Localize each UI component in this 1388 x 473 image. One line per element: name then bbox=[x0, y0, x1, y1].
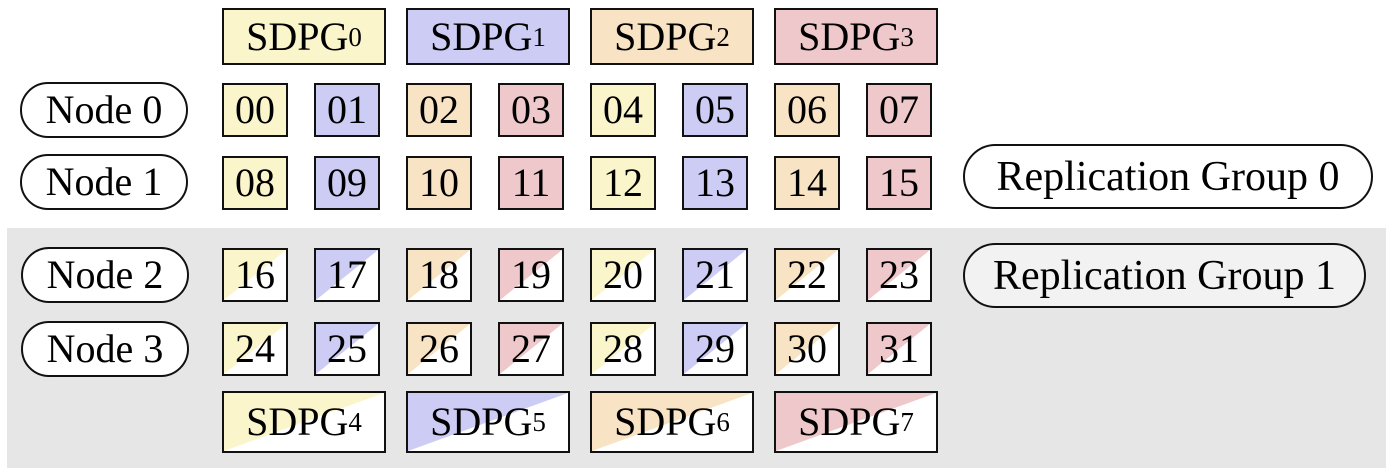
sdpg-label-7: SDPG 7 bbox=[774, 391, 938, 453]
sdpg-label-base: SDPG bbox=[430, 399, 533, 444]
node-1-pill: Node 1 bbox=[20, 154, 188, 210]
pg-cell-12: 12 bbox=[590, 156, 656, 210]
sdpg-label-1: SDPG 1 bbox=[406, 8, 570, 65]
pg-cell-18: 18 bbox=[406, 248, 472, 302]
pg-cell-19: 19 bbox=[498, 248, 564, 302]
pg-cell-21: 21 bbox=[682, 248, 748, 302]
pg-cell-05: 05 bbox=[682, 83, 748, 137]
pg-cell-24: 24 bbox=[222, 322, 288, 376]
pg-cell-28: 28 bbox=[590, 322, 656, 376]
node-2-pill: Node 2 bbox=[21, 247, 189, 303]
pg-cell-09: 09 bbox=[314, 156, 380, 210]
pg-cell-27: 27 bbox=[498, 322, 564, 376]
sdpg-label-base: SDPG bbox=[614, 13, 717, 59]
sdpg-label-base: SDPG bbox=[798, 399, 901, 444]
node-1-cell-row: 08 09 10 11 12 13 14 15 bbox=[222, 156, 932, 210]
sdpg-label-4: SDPG 4 bbox=[222, 391, 386, 453]
pg-cell-08: 08 bbox=[222, 156, 288, 210]
sdpg-label-base: SDPG bbox=[798, 13, 901, 59]
pg-cell-04: 04 bbox=[590, 83, 656, 137]
sdpg-label-3: SDPG 3 bbox=[774, 8, 938, 65]
pg-cell-13: 13 bbox=[682, 156, 748, 210]
pg-cell-15: 15 bbox=[866, 156, 932, 210]
sdpg-label-5: SDPG 5 bbox=[406, 391, 570, 453]
sdpg-label-base: SDPG bbox=[430, 13, 533, 59]
pg-cell-20: 20 bbox=[590, 248, 656, 302]
sdpg-label-base: SDPG bbox=[246, 13, 349, 59]
node-2-cell-row: 16 17 18 19 20 21 22 23 bbox=[222, 248, 932, 302]
node-3-pill: Node 3 bbox=[21, 321, 189, 377]
pg-cell-22: 22 bbox=[774, 248, 840, 302]
sdpg-label-base: SDPG bbox=[614, 399, 717, 444]
pg-cell-25: 25 bbox=[314, 322, 380, 376]
replication-group-1-pill: Replication Group 1 bbox=[963, 243, 1366, 308]
node-0-pill: Node 0 bbox=[20, 82, 188, 138]
pg-cell-06: 06 bbox=[774, 83, 840, 137]
sdpg-label-0: SDPG 0 bbox=[222, 8, 386, 65]
pg-cell-03: 03 bbox=[498, 83, 564, 137]
pg-cell-00: 00 bbox=[222, 83, 288, 137]
pg-cell-01: 01 bbox=[314, 83, 380, 137]
pg-cell-16: 16 bbox=[222, 248, 288, 302]
node-3-cell-row: 24 25 26 27 28 29 30 31 bbox=[222, 322, 932, 376]
sdpg-label-2: SDPG 2 bbox=[590, 8, 754, 65]
pg-cell-07: 07 bbox=[866, 83, 932, 137]
pg-cell-29: 29 bbox=[682, 322, 748, 376]
sdpg-top-label-row: SDPG 0 SDPG 1 SDPG 2 SDPG 3 bbox=[222, 8, 938, 65]
pg-cell-10: 10 bbox=[406, 156, 472, 210]
pg-cell-14: 14 bbox=[774, 156, 840, 210]
pg-cell-26: 26 bbox=[406, 322, 472, 376]
pg-cell-30: 30 bbox=[774, 322, 840, 376]
sdpg-label-base: SDPG bbox=[246, 399, 349, 444]
pg-cell-31: 31 bbox=[866, 322, 932, 376]
pg-cell-02: 02 bbox=[406, 83, 472, 137]
node-0-cell-row: 00 01 02 03 04 05 06 07 bbox=[222, 83, 932, 137]
pg-cell-11: 11 bbox=[498, 156, 564, 210]
pg-cell-23: 23 bbox=[866, 248, 932, 302]
replication-group-0-pill: Replication Group 0 bbox=[963, 144, 1373, 209]
pg-cell-17: 17 bbox=[314, 248, 380, 302]
sdpg-bottom-label-row: SDPG 4 SDPG 5 SDPG 6 SDPG 7 bbox=[222, 391, 938, 453]
sdpg-label-6: SDPG 6 bbox=[590, 391, 754, 453]
